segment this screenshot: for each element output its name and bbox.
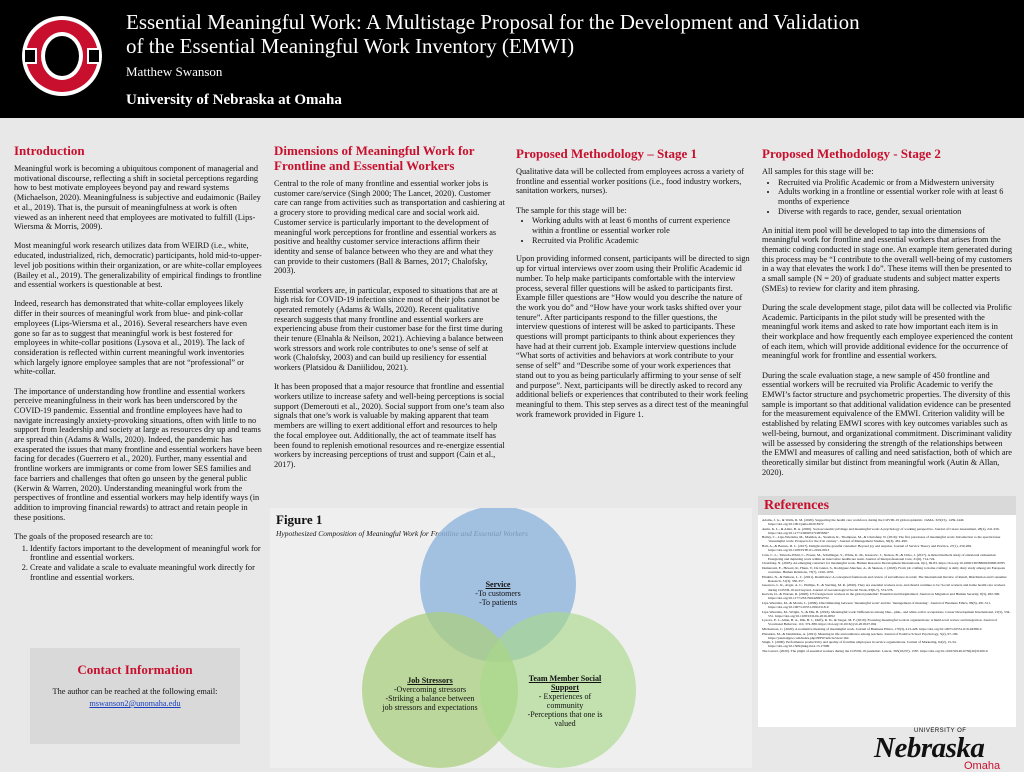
venn-circle [362, 612, 518, 768]
reference: Ball, A., & Barnes, D. C. (2017). Deligh… [762, 544, 972, 553]
section-heading: Proposed Methodology - Stage 2 [762, 146, 941, 161]
header-band: Essential Meaningful Work: A Multistage … [0, 0, 1024, 118]
sample-item: Diverse with regards to race, gender, se… [778, 207, 1014, 217]
circle-item: -Overcoming stressors [393, 685, 467, 694]
reference: Autin, K. L., & Allan, B. A. (2020). Soc… [762, 526, 1000, 535]
section-heading: References [758, 496, 1016, 515]
circle-item: -To customers [475, 589, 521, 598]
circle-title: Service [485, 580, 511, 589]
sample-list: Recruited via Prolific Academic or from … [762, 178, 1014, 217]
circle-item: -Striking a balance between job stressor… [382, 694, 478, 712]
paragraph: Meaningful work is becoming a ubiquitous… [14, 164, 261, 232]
venn-label: Job Stressors -Overcoming stressors -Str… [380, 676, 480, 712]
figure-label: Figure 1 [276, 512, 323, 527]
reference: Chalofsky, N. (2003). An emerging constr… [762, 561, 1005, 566]
dimensions-section: Dimensions of Meaningful Work for Frontl… [274, 143, 506, 479]
paragraph: During the scale evaluation stage, a new… [762, 370, 1012, 477]
reference: Guerrero, L. R., Avgar, A. C., Phillips,… [762, 583, 1006, 592]
sample-item: Adults working in a frontline or essenti… [778, 187, 1014, 206]
logo-hole [45, 36, 79, 76]
footer-logo: UNIVERSITY OF Nebraska Omaha [874, 728, 1014, 772]
reference: Lysova, E. I., Allan, B. A., Dik, B. J.,… [762, 618, 998, 627]
reference: The Lancet. (2020). The plight of essent… [762, 648, 988, 653]
logo-name: Nebraska [874, 732, 985, 764]
paragraph: The goals of the proposed research are t… [14, 531, 153, 541]
university-logo [22, 16, 102, 96]
affiliation: University of Nebraska at Omaha [126, 92, 342, 108]
introduction-section: Introduction Meaningful work is becoming… [14, 143, 262, 591]
paragraph: Upon providing informed consent, partici… [516, 254, 750, 419]
paragraph: It has been proposed that a major resour… [274, 382, 505, 469]
section-heading: Introduction [14, 143, 85, 158]
goal: Create and validate a scale to evaluate … [30, 563, 262, 582]
paragraph: Central to the role of many frontline an… [274, 179, 505, 276]
paragraph: The importance of understanding how fron… [14, 386, 262, 522]
reference: Adams, J. G., & Walls, R. M. (2020). Sup… [762, 518, 965, 527]
reference: Demerouti, E., Hewett, R., Haun, V., De … [762, 566, 1006, 575]
logo-notch [87, 48, 101, 64]
circle-item: -Perceptions that one is valued [527, 710, 603, 728]
section-heading: Proposed Methodology – Stage 1 [516, 146, 698, 161]
sample-list: Working adults with at least 6 months of… [516, 216, 750, 245]
figure-caption: Hypothesized Composition of Meaningful W… [276, 529, 528, 538]
reference: Elnahla, N., & Neilson, L. C. (2021). Re… [762, 574, 1007, 583]
logo-campus: Omaha [964, 760, 1001, 772]
circle-title: Team Member Social Support [528, 674, 602, 692]
logo-top: UNIVERSITY OF [914, 728, 967, 734]
sample-item: Recruited via Prolific Academic or from … [778, 178, 1014, 188]
circle-title: Job Stressors [407, 676, 453, 685]
contact-text: The author can be reached at the followi… [52, 687, 218, 696]
section-heading: Contact Information [77, 662, 193, 677]
paragraph: Qualitative data will be collected from … [516, 167, 745, 196]
reference: Lips-Wiersma, M., Wright, S., & Dik, B. … [762, 609, 1011, 618]
reference: Cain, C. L., Taborda-Whitt, C., Frazer, … [762, 552, 997, 561]
reference: Kerwin, D., & Warren, R. (2020). US fore… [762, 592, 1001, 601]
figure-panel: Figure 1 Hypothesized Composition of Mea… [270, 508, 752, 768]
venn-label: Service -To customers -To patients [448, 580, 548, 607]
poster-title: Essential Meaningful Work: A Multistage … [126, 10, 860, 34]
paragraph: The sample for this stage will be: [516, 205, 627, 215]
reference: Lips-Wiersma, M., & Morris, L. (2009). D… [762, 600, 991, 609]
paragraph: Essential workers are, in particular, ex… [274, 285, 504, 373]
section-heading: Dimensions of Meaningful Work for Frontl… [274, 143, 475, 173]
reference: Bailey, C., Lips-Wiersma, M., Madden, A.… [762, 535, 1001, 544]
venn-circle [480, 612, 636, 768]
paragraph: During the scale development stage, pilo… [762, 302, 1013, 361]
stage2-section: Proposed Methodology - Stage 2 All sampl… [762, 146, 1014, 487]
venn-diagram [362, 508, 636, 768]
poster-title: of the Essential Meaningful Work Invento… [126, 34, 575, 58]
paragraph: An initial item pool will be developed t… [762, 225, 1013, 293]
venn-label: Team Member Social Support - Experiences… [520, 674, 610, 728]
paragraph: Indeed, research has demonstrated that w… [14, 299, 248, 377]
goal-list: Identify factors important to the develo… [14, 544, 262, 583]
author: Matthew Swanson [126, 64, 223, 79]
goal: Identify factors important to the develo… [30, 544, 262, 563]
circle-item: -To patients [479, 598, 517, 607]
stage1-section: Proposed Methodology – Stage 1 Qualitati… [516, 146, 750, 429]
references-section: References Adams, J. G., & Walls, R. M. … [758, 496, 1016, 728]
paragraph: All samples for this stage will be: [762, 167, 874, 176]
reference: Michaelson, C. (2020). A normative meani… [762, 626, 982, 631]
paragraph: Most meaningful work research utilizes d… [14, 241, 262, 290]
contact-box: Contact Information The author can be re… [30, 648, 240, 744]
logo-notch [23, 48, 37, 64]
reference: Platsidou, M., & Daniilidou, A. (2021). … [762, 631, 959, 640]
reference: Singh, J. (2000). Performance productivi… [762, 640, 957, 649]
circle-item: - Experiences of community [538, 692, 592, 710]
email-link[interactable]: mswanson2@unomaha.edu [89, 699, 181, 708]
reference-list: Adams, J. G., & Walls, R. M. (2020). Sup… [758, 515, 1016, 727]
sample-item: Working adults with at least 6 months of… [532, 216, 750, 235]
sample-item: Recruited via Prolific Academic [532, 236, 750, 246]
